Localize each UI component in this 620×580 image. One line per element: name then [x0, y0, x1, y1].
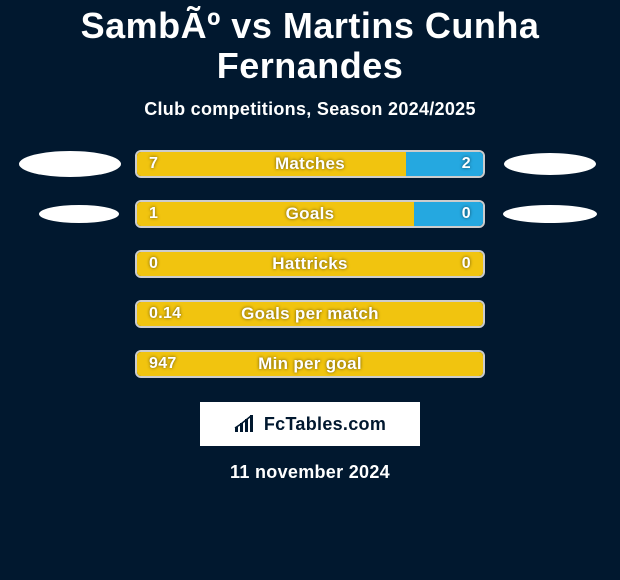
- stat-row: 0.14 Goals per match: [15, 300, 605, 328]
- bar-chart-icon: [234, 415, 256, 433]
- stat-value-left: 0: [149, 255, 158, 273]
- stat-value-right: 0: [462, 205, 471, 223]
- stat-row: 7 2 Matches: [15, 150, 605, 178]
- stat-label: Goals per match: [241, 304, 379, 324]
- page-subtitle: Club competitions, Season 2024/2025: [0, 99, 620, 120]
- stat-bar: 0.14 Goals per match: [135, 300, 485, 328]
- page-title: SambÃº vs Martins Cunha Fernandes: [0, 6, 620, 85]
- stat-label: Matches: [275, 154, 345, 174]
- stat-label: Goals: [286, 204, 335, 224]
- club-left-ellipse-icon: [19, 151, 121, 177]
- stat-row: 1 0 Goals: [15, 200, 605, 228]
- stat-bar-left-seg: [137, 152, 406, 176]
- stat-label: Min per goal: [258, 354, 362, 374]
- club-right-ellipse-icon: [504, 153, 596, 175]
- stat-value-left: 947: [149, 355, 177, 373]
- brand-badge: FcTables.com: [200, 402, 420, 446]
- comparison-infographic: SambÃº vs Martins Cunha Fernandes Club c…: [0, 0, 620, 580]
- brand-text: FcTables.com: [264, 414, 386, 435]
- stat-bar: 7 2 Matches: [135, 150, 485, 178]
- club-left-slot: [15, 205, 125, 223]
- stat-bar: 0 0 Hattricks: [135, 250, 485, 278]
- date-text: 11 november 2024: [0, 462, 620, 483]
- stat-bar-right-seg: [406, 152, 483, 176]
- stat-label: Hattricks: [272, 254, 347, 274]
- stat-bar: 1 0 Goals: [135, 200, 485, 228]
- club-right-slot: [495, 153, 605, 175]
- stat-bar-left-seg: [137, 202, 414, 226]
- club-left-slot: [15, 151, 125, 177]
- club-right-slot: [495, 205, 605, 223]
- stat-value-right: 0: [462, 255, 471, 273]
- stat-row: 0 0 Hattricks: [15, 250, 605, 278]
- stat-rows: 7 2 Matches 1 0 Goals 0 0 Hattricks 0.14 Goals per…: [0, 150, 620, 378]
- club-right-ellipse-icon: [503, 205, 597, 223]
- stat-value-left: 0.14: [149, 305, 181, 323]
- stat-value-right: 2: [462, 155, 471, 173]
- stat-value-left: 1: [149, 205, 158, 223]
- stat-value-left: 7: [149, 155, 158, 173]
- stat-bar-right-seg: [414, 202, 483, 226]
- stat-bar: 947 Min per goal: [135, 350, 485, 378]
- stat-row: 947 Min per goal: [15, 350, 605, 378]
- club-left-ellipse-icon: [39, 205, 119, 223]
